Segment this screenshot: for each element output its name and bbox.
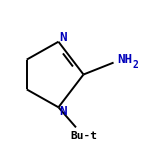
Text: NH: NH — [117, 53, 132, 66]
Text: 2: 2 — [133, 60, 139, 70]
Text: Bu-t: Bu-t — [70, 131, 97, 141]
Text: N: N — [59, 104, 66, 118]
Text: N: N — [59, 31, 66, 45]
